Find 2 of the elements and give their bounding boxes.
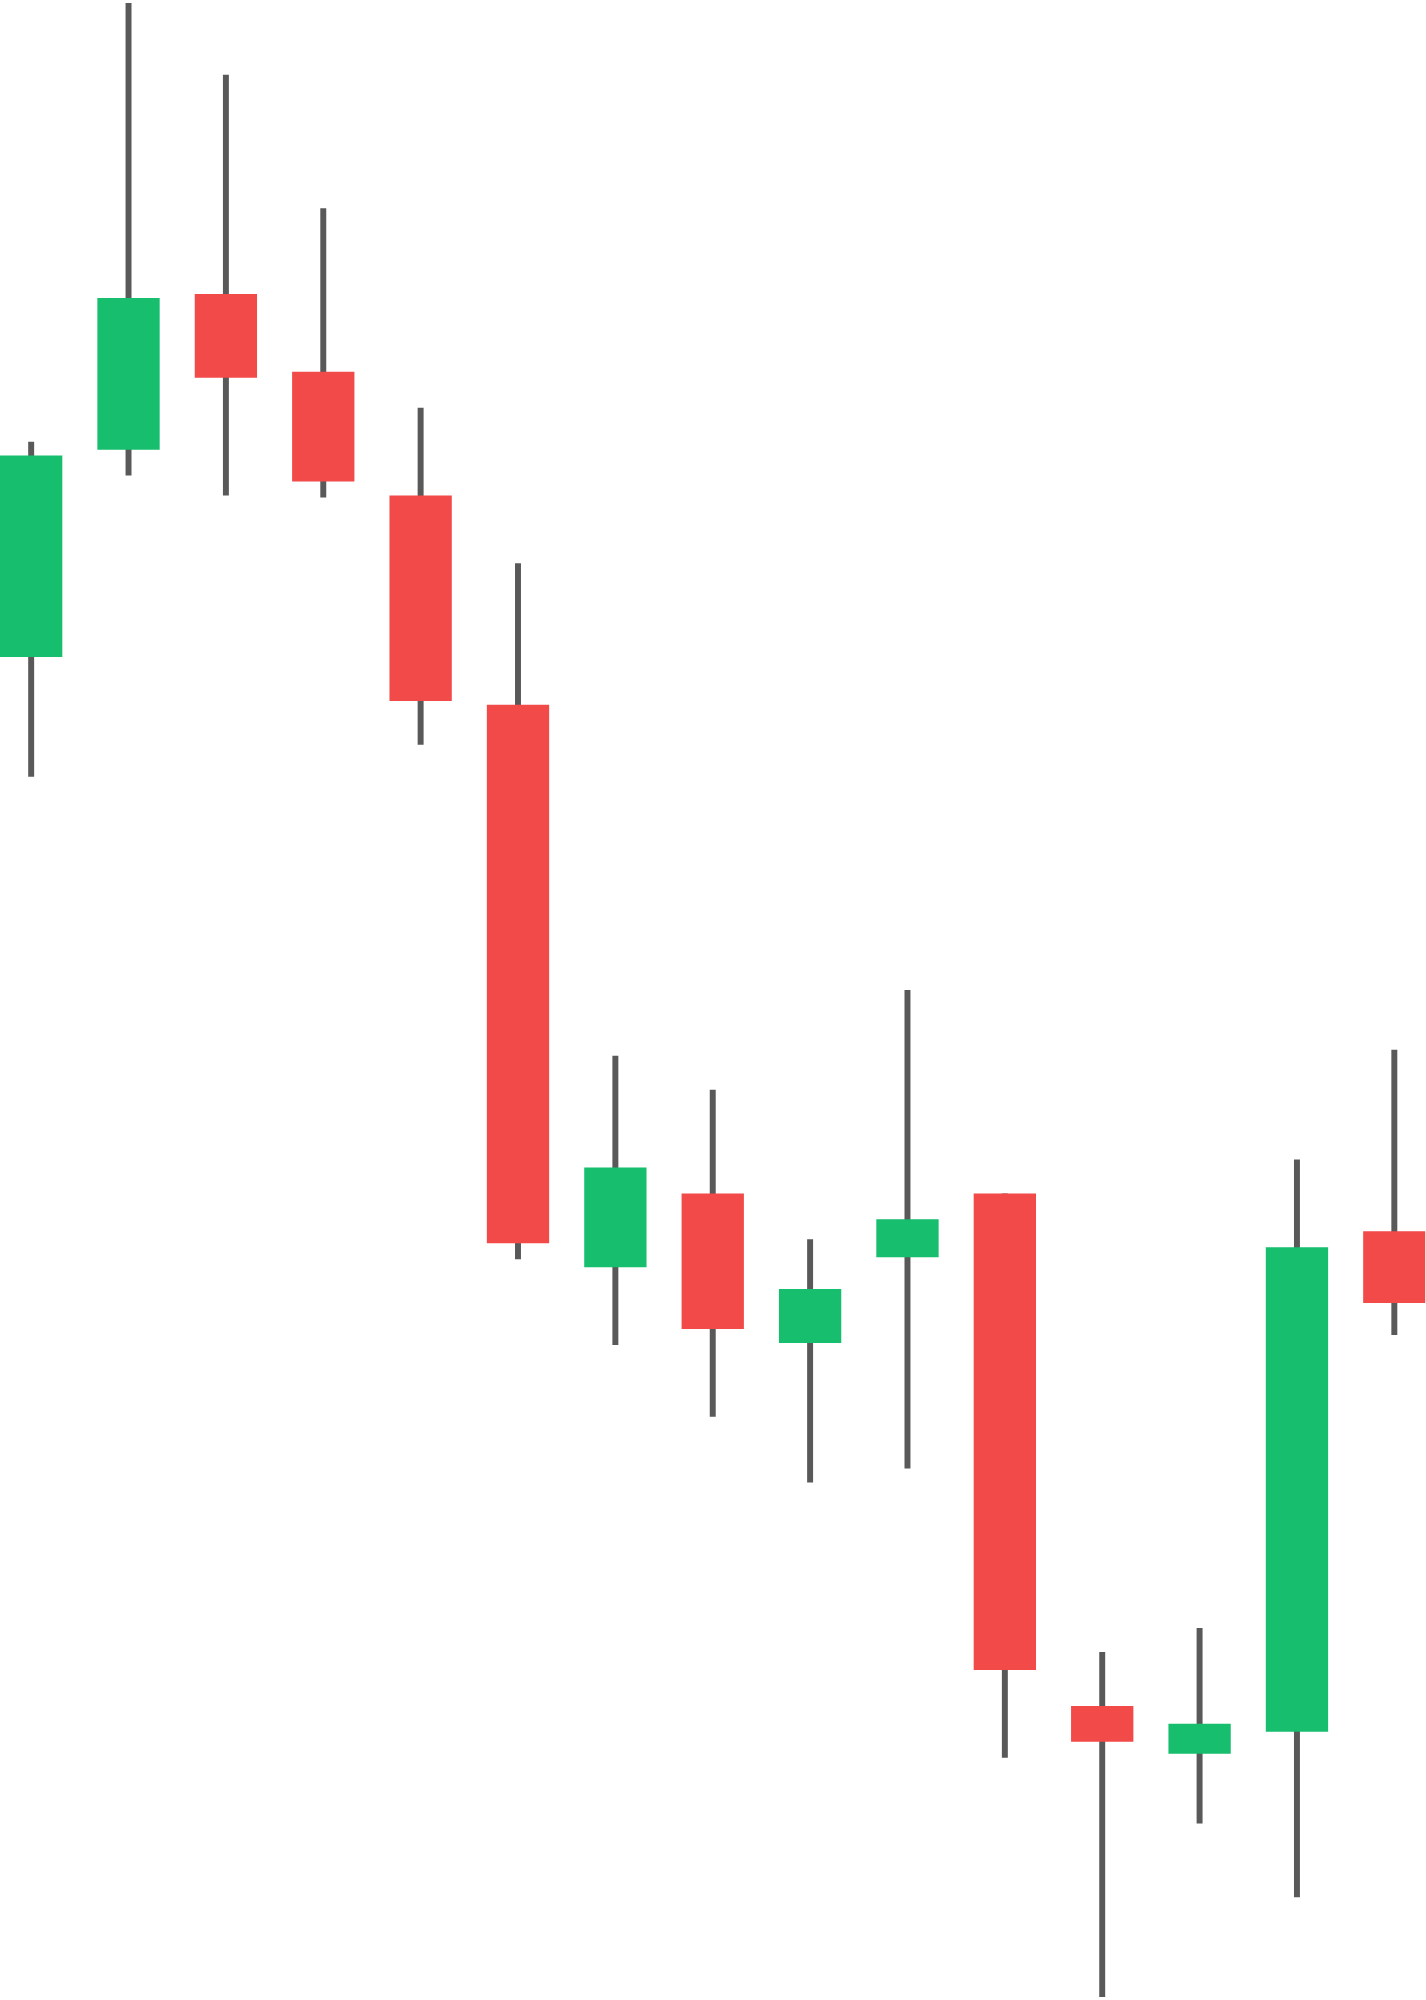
candlestick	[876, 987, 939, 1472]
candlestick	[1071, 1649, 1134, 2000]
